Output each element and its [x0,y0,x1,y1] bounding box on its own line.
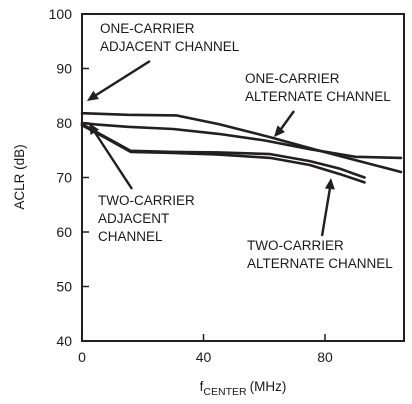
series-line-2 [80,111,403,174]
data-series [80,111,403,184]
y-tick-label-80: 80 [56,115,72,131]
y-tick-label-100: 100 [49,6,73,22]
x-tick-label-0: 0 [78,349,86,365]
y-tick-label-90: 90 [56,61,72,77]
series-line-4 [80,122,366,179]
x-axis-title-subscript: CENTER [203,386,247,398]
x-tick-label-80: 80 [317,349,333,365]
x-axis-title-unit: (MHz) [250,379,287,394]
annotation-1-arrowhead [87,90,99,101]
annotation-3-line-3: CHANNEL [98,229,163,244]
x-axis-title-f: f [200,379,204,394]
annotation-2-arrowhead [274,125,286,137]
annotation-4-line-2: ALTERNATE CHANNEL [247,256,393,271]
series-annotations: ONE-CARRIER ADJACENT CHANNEL ONE-CARRIER AL… [87,21,393,271]
annotation-1-leader [92,59,151,99]
annotation-1-line-1: ONE-CARRIER [100,21,195,36]
annotation-3-leader [92,130,134,190]
y-tick-label-50: 50 [56,279,72,295]
y-tick-label-70: 70 [56,170,72,186]
x-axis-ticks: 0 40 80 [78,334,333,365]
annotation-1-line-2: ADJACENT CHANNEL [100,39,240,54]
annotation-2-line-1: ONE-CARRIER [245,71,340,86]
x-axis-title: fCENTER (MHz) [200,379,287,398]
y-tick-label-60: 60 [56,224,72,240]
annotation-3-line-1: TWO-CARRIER [98,193,195,208]
y-axis-title: ACLR (dB) [12,144,27,209]
series-line-1 [80,121,403,160]
annotation-3-arrowhead [89,123,100,135]
annotation-2-leader [280,110,295,130]
annotation-4-arrowhead [324,178,335,190]
annotation-4-leader [320,187,332,237]
annotation-3-line-2: ADJACENT [98,211,169,226]
annotation-4-line-1: TWO-CARRIER [247,238,344,253]
plot-frame [81,13,405,342]
x-tick-label-40: 40 [196,349,212,365]
annotation-2-line-2: ALTERNATE CHANNEL [245,89,391,104]
y-tick-label-40: 40 [56,333,72,349]
